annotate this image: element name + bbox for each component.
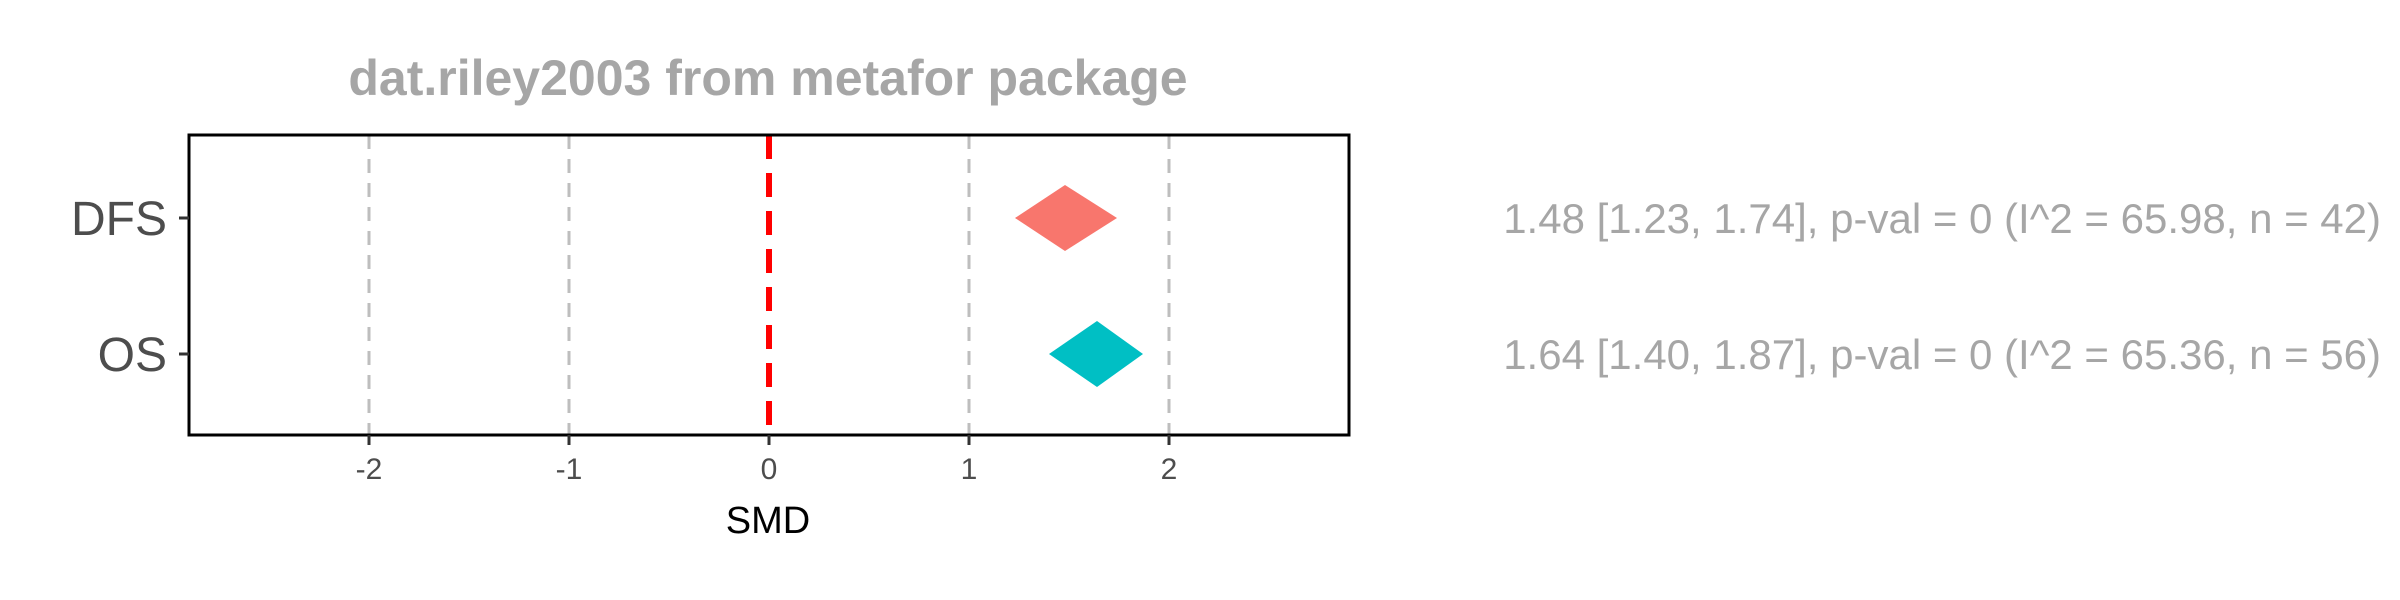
- chart-title: dat.riley2003 from metafor package: [348, 50, 1187, 106]
- x-tick-label-1: 1: [961, 453, 978, 486]
- annotation-os: 1.64 [1.40, 1.87], p-val = 0 (I^2 = 65.3…: [1503, 331, 2381, 378]
- annotations: 1.48 [1.23, 1.74], p-val = 0 (I^2 = 65.9…: [1503, 195, 2381, 378]
- annotation-dfs: 1.48 [1.23, 1.74], p-val = 0 (I^2 = 65.9…: [1503, 195, 2381, 242]
- x-axis-label: SMD: [726, 500, 810, 542]
- y-tick-label-os: OS: [98, 329, 167, 382]
- gridlines: [367, 135, 1171, 435]
- diamond-marks: [1015, 185, 1143, 387]
- x-tick-label-0: 0: [761, 453, 778, 486]
- diamond-os: [1049, 321, 1143, 387]
- x-tick-label--2: -2: [356, 453, 383, 486]
- x-tick-label-2: 2: [1161, 453, 1178, 486]
- x-tick-label--1: -1: [556, 453, 583, 486]
- y-tick-label-dfs: DFS: [71, 193, 167, 246]
- y-axis: DFS OS: [71, 193, 189, 382]
- diamond-dfs: [1015, 185, 1117, 251]
- x-axis: -2 -1 0 1 2: [356, 435, 1178, 486]
